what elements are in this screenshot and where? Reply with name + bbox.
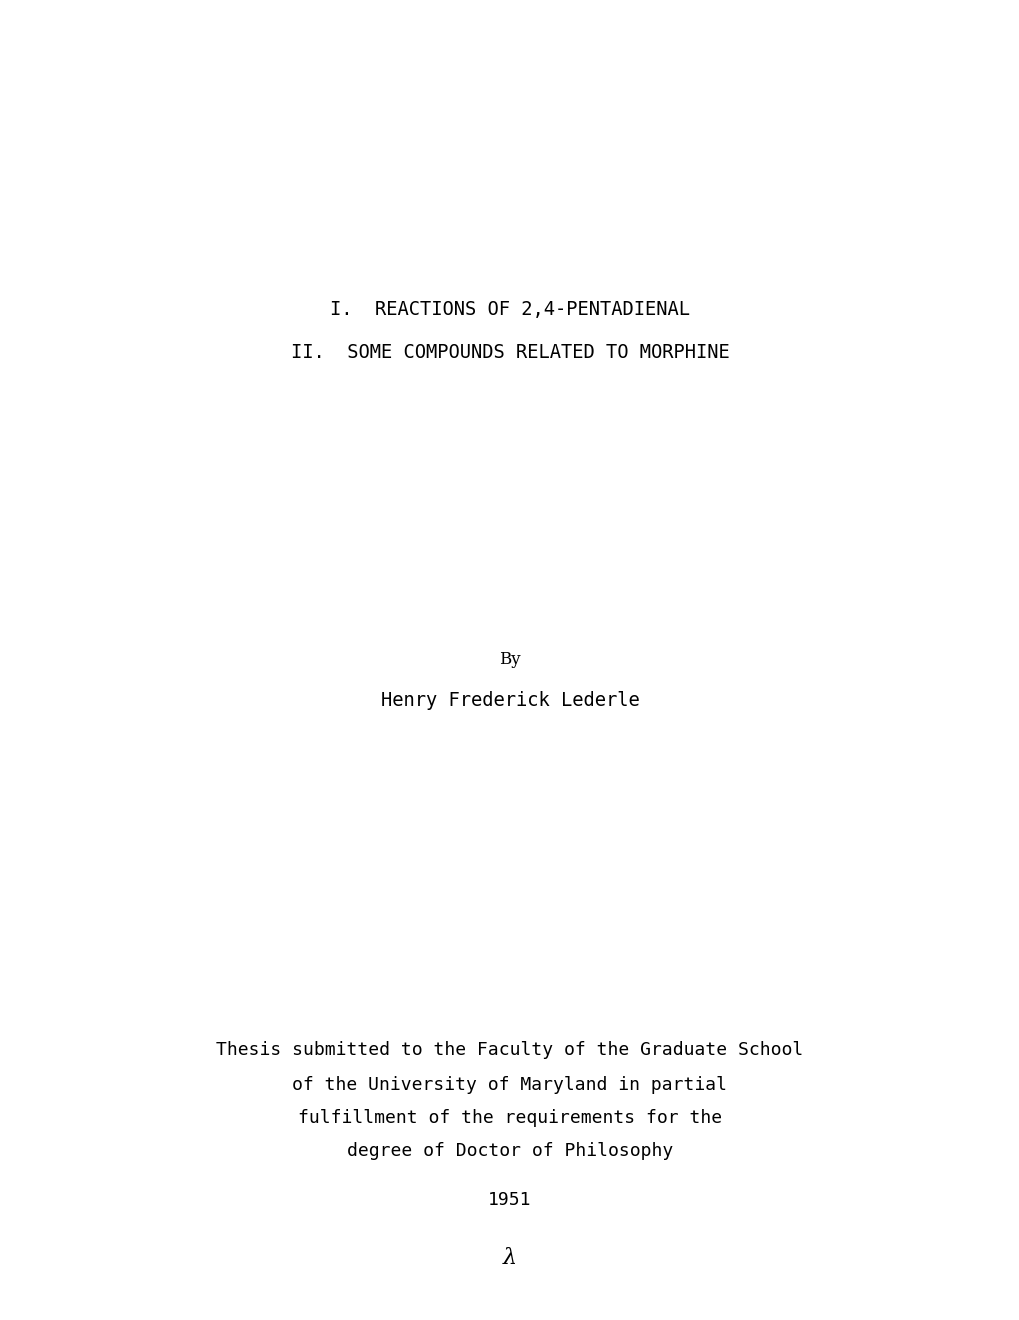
Text: of the University of Maryland in partial: of the University of Maryland in partial [292, 1076, 727, 1094]
Text: II.  SOME COMPOUNDS RELATED TO MORPHINE: II. SOME COMPOUNDS RELATED TO MORPHINE [290, 342, 729, 362]
Text: fulfillment of the requirements for the: fulfillment of the requirements for the [298, 1109, 721, 1127]
Text: degree of Doctor of Philosophy: degree of Doctor of Philosophy [346, 1142, 673, 1160]
Text: I.  REACTIONS OF 2,4-PENTADIENAL: I. REACTIONS OF 2,4-PENTADIENAL [330, 301, 689, 319]
Text: 1951: 1951 [488, 1191, 531, 1209]
Text: λ: λ [502, 1247, 517, 1269]
Text: Henry Frederick Lederle: Henry Frederick Lederle [380, 690, 639, 710]
Text: By: By [498, 652, 521, 668]
Text: Thesis submitted to the Faculty of the Graduate School: Thesis submitted to the Faculty of the G… [216, 1041, 803, 1059]
